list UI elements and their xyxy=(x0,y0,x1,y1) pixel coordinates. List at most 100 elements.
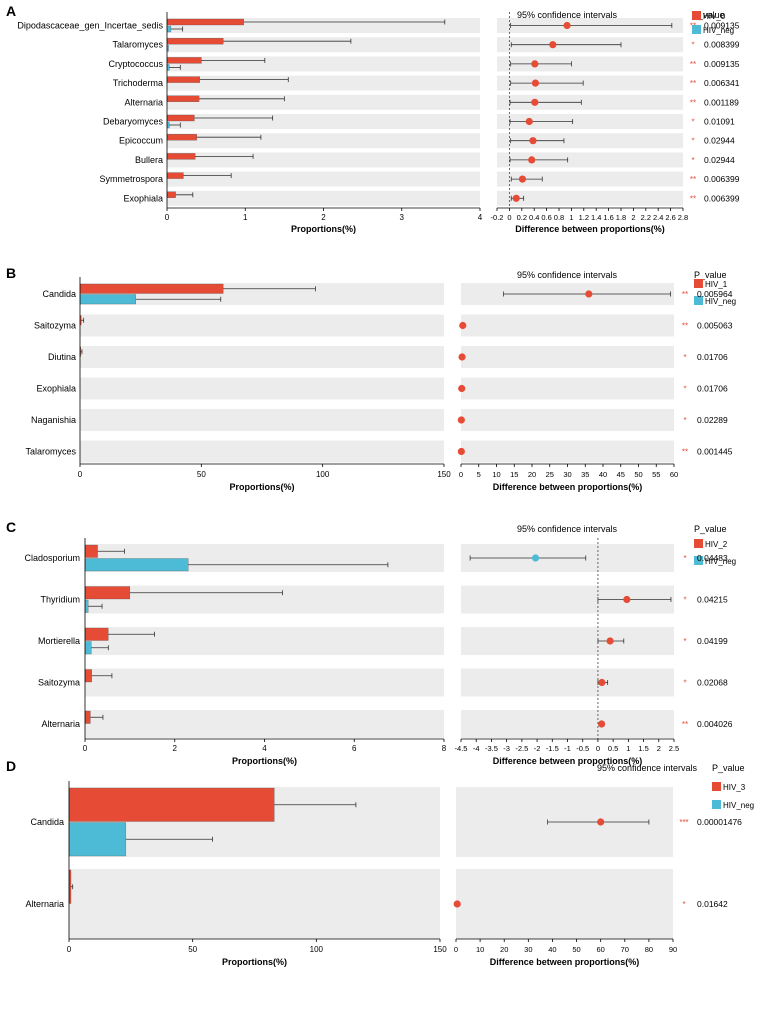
diff-x-tick-label: 50 xyxy=(634,470,642,479)
diff-row-band xyxy=(497,171,683,187)
legend-swatch xyxy=(694,539,703,548)
x-tick-label: 1 xyxy=(243,213,248,222)
diff-row-band xyxy=(461,377,674,400)
legend-label: HIV_0 xyxy=(703,12,726,21)
pvalue: 0.02944 xyxy=(704,155,735,165)
category-label: Naganishia xyxy=(31,415,76,425)
x-tick-label: 8 xyxy=(442,744,447,753)
category-label: Thyridium xyxy=(40,595,80,605)
bar-hiv-2 xyxy=(84,544,98,558)
row-band xyxy=(167,171,480,187)
diff-row-band xyxy=(497,75,683,91)
legend-label: HIV_neg xyxy=(705,297,736,306)
x-tick-label: 0 xyxy=(165,213,170,222)
diff-row-band xyxy=(456,869,673,939)
pvalue: 0.04199 xyxy=(697,636,728,646)
ci-point xyxy=(512,194,520,202)
ci-point xyxy=(597,818,605,826)
ci-point xyxy=(598,678,606,687)
diff-x-tick-label: -2 xyxy=(534,744,541,753)
category-label: Debaryomyces xyxy=(103,117,164,127)
category-label: Exophiala xyxy=(123,193,163,203)
row-band xyxy=(80,440,444,463)
bar-hiv-2 xyxy=(84,710,91,724)
bar-hiv-0 xyxy=(166,172,184,179)
pvalue-header: P_value xyxy=(692,10,725,20)
row-band xyxy=(85,710,444,738)
diff-x-tick-label: 60 xyxy=(596,945,604,954)
x-tick-label: 0 xyxy=(67,945,72,954)
diff-row-band xyxy=(461,346,674,368)
diff-row-band xyxy=(497,114,683,129)
ci-point xyxy=(458,384,466,393)
row-band xyxy=(80,346,444,368)
x-tick-label: 2 xyxy=(321,213,326,222)
ci-point xyxy=(531,98,539,106)
diff-x-tick-label: 45 xyxy=(617,470,625,479)
diff-x-tick-label: 20 xyxy=(500,945,508,954)
diff-x-tick-label: -0.5 xyxy=(576,744,589,753)
diff-x-tick-label: 20 xyxy=(528,470,536,479)
significance-stars: ** xyxy=(690,79,696,88)
diff-x-tick-label: 0 xyxy=(459,470,463,479)
ci-point xyxy=(457,447,465,456)
category-label: Talaromyces xyxy=(112,40,163,50)
significance-stars: * xyxy=(683,637,686,646)
significance-stars: ** xyxy=(690,22,696,31)
significance-stars: ** xyxy=(682,448,688,457)
diff-x-tick-label: 10 xyxy=(492,470,500,479)
row-band xyxy=(167,190,480,206)
category-label: Symmetrospora xyxy=(99,174,163,184)
diff-x-tick-label: 2.6 xyxy=(665,213,675,222)
legend-swatch xyxy=(692,25,701,34)
pvalue: 0.008399 xyxy=(704,40,740,50)
diff-x-tick-label: 50 xyxy=(572,945,580,954)
x-tick-label: 0 xyxy=(83,744,88,753)
pvalue: 0.006399 xyxy=(704,174,740,184)
significance-stars: * xyxy=(683,679,686,688)
diff-x-tick-label: -1.5 xyxy=(546,744,559,753)
category-label: Candida xyxy=(42,289,76,299)
significance-stars: * xyxy=(682,900,685,909)
x-tick-label: 50 xyxy=(197,470,206,479)
significance-stars: ** xyxy=(682,322,688,331)
legend-swatch xyxy=(692,11,701,20)
pvalue: 0.01642 xyxy=(697,899,728,909)
diff-row-band xyxy=(461,668,674,697)
diff-row-band xyxy=(461,409,674,431)
significance-stars: * xyxy=(691,156,694,165)
significance-stars: * xyxy=(683,554,686,563)
diff-x-tick-label: 1 xyxy=(626,744,630,753)
diff-x-tick-label: 40 xyxy=(599,470,607,479)
row-band xyxy=(69,869,440,939)
bar-hiv-neg xyxy=(84,641,92,655)
ci-point xyxy=(531,554,540,562)
row-band xyxy=(80,314,444,337)
pvalue: 0.001189 xyxy=(704,97,739,107)
ci-title: 95% confidence intervals xyxy=(517,524,618,534)
diff-x-tick-label: -4.5 xyxy=(455,744,468,753)
significance-stars: ** xyxy=(690,98,696,107)
significance-stars: * xyxy=(691,118,694,127)
diff-x-tick-label: -2.5 xyxy=(515,744,528,753)
legend-swatch xyxy=(694,279,703,288)
bar-hiv-0 xyxy=(166,18,244,26)
category-label: Bullera xyxy=(135,155,163,165)
ci-point xyxy=(623,595,631,604)
diff-x-tick-label: 2.4 xyxy=(653,213,663,222)
diff-x-tick-label: 2 xyxy=(657,744,661,753)
diff-x-tick-label: 0 xyxy=(507,213,511,222)
row-band xyxy=(80,409,444,431)
diff-row-band xyxy=(461,710,674,738)
bar-hiv-3 xyxy=(68,787,275,822)
ci-point xyxy=(563,21,571,30)
x-tick-label: 150 xyxy=(433,945,447,954)
pvalue: 0.004026 xyxy=(697,719,733,729)
ci-point xyxy=(453,900,461,908)
significance-stars: ** xyxy=(682,720,688,729)
diff-x-tick-label: -4 xyxy=(473,744,480,753)
significance-stars: * xyxy=(683,596,686,605)
diff-x-tick-label: -3.5 xyxy=(485,744,498,753)
